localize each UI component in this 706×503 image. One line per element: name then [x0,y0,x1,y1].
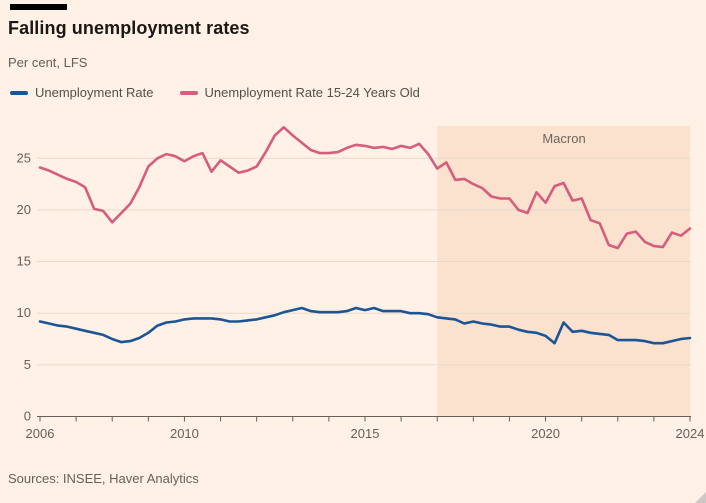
legend-label-unemployment-rate: Unemployment Rate [35,85,154,100]
legend-item-unemployment-rate: Unemployment Rate [10,85,154,100]
series-line-unemployment-rate [38,306,692,345]
y-axis-label: 20 [17,202,31,217]
x-axis-label: 2006 [26,426,55,441]
chart-subtitle: Per cent, LFS [8,55,88,70]
source-note: Sources: INSEE, Haver Analytics [8,471,199,486]
legend: Unemployment Rate Unemployment Rate 15-2… [10,85,446,100]
macron-region [437,126,690,417]
chart-title: Falling unemployment rates [8,18,250,38]
y-axis-label: 10 [17,305,31,320]
brand-bar [10,4,67,10]
resize-handle-icon[interactable] [695,492,706,503]
legend-swatch-pink-icon [179,90,198,95]
legend-swatch-blue-icon [10,90,28,95]
line-chart: 0 5 10 15 20 25 2006 2010 2015 2020 2024 [17,126,705,441]
x-axis-label: 2020 [531,426,560,441]
y-axis-label: 15 [17,254,31,269]
x-axis-label: 2010 [170,426,199,441]
x-axis-label: 2015 [351,426,380,441]
annotation-label: Macron [542,131,586,146]
legend-item-youth-rate: Unemployment Rate 15-24 Years Old [179,85,420,100]
series-line-youth-rate [38,126,692,250]
y-axis-label: 5 [24,357,31,372]
legend-label-youth-rate: Unemployment Rate 15-24 Years Old [204,85,420,100]
x-axis-label: 2024 [676,426,705,441]
y-axis-label: 25 [17,150,31,165]
y-axis-label: 0 [24,409,31,424]
